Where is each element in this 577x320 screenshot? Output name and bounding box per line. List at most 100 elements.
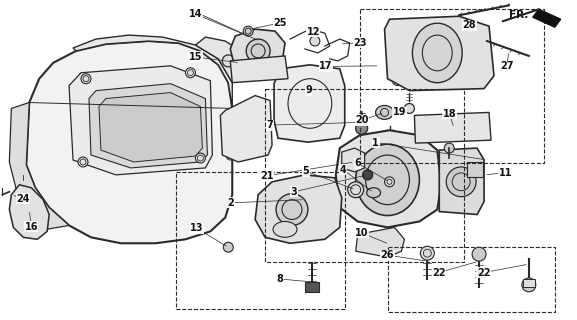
- Circle shape: [224, 111, 233, 119]
- Polygon shape: [230, 29, 285, 75]
- Circle shape: [468, 76, 478, 86]
- Circle shape: [78, 157, 88, 167]
- Circle shape: [278, 123, 288, 133]
- Text: 9: 9: [305, 85, 312, 95]
- Polygon shape: [9, 102, 69, 229]
- Polygon shape: [414, 112, 491, 143]
- Circle shape: [464, 20, 474, 30]
- Text: 23: 23: [354, 38, 367, 48]
- Circle shape: [344, 204, 355, 214]
- Polygon shape: [27, 41, 233, 243]
- Bar: [523, 279, 535, 287]
- Polygon shape: [255, 175, 342, 243]
- Circle shape: [418, 207, 428, 217]
- Circle shape: [13, 197, 19, 203]
- Text: 11: 11: [499, 168, 512, 178]
- Bar: [467, 162, 483, 177]
- Circle shape: [21, 202, 37, 218]
- Text: 19: 19: [392, 108, 406, 117]
- Text: 10: 10: [355, 228, 369, 238]
- Text: 3: 3: [291, 187, 298, 197]
- Polygon shape: [69, 66, 212, 175]
- Text: 1: 1: [372, 138, 379, 148]
- Text: 8: 8: [276, 274, 283, 284]
- Ellipse shape: [413, 23, 462, 83]
- Ellipse shape: [355, 144, 419, 215]
- Ellipse shape: [376, 106, 394, 119]
- Circle shape: [472, 247, 486, 261]
- Circle shape: [392, 24, 402, 34]
- Polygon shape: [89, 84, 207, 168]
- Text: 22: 22: [432, 268, 445, 278]
- Circle shape: [384, 177, 395, 187]
- Text: 25: 25: [273, 18, 287, 28]
- Circle shape: [474, 120, 484, 130]
- Text: 14: 14: [189, 9, 202, 19]
- Polygon shape: [533, 9, 561, 27]
- Circle shape: [310, 36, 320, 46]
- Circle shape: [260, 146, 268, 154]
- Polygon shape: [99, 92, 203, 162]
- Text: 28: 28: [463, 20, 476, 30]
- Circle shape: [522, 278, 536, 292]
- Bar: [265, 89, 464, 262]
- Text: FR.: FR.: [509, 10, 529, 20]
- Polygon shape: [384, 16, 494, 91]
- Text: 22: 22: [477, 268, 490, 278]
- Circle shape: [234, 63, 242, 71]
- Circle shape: [276, 194, 308, 225]
- Text: 4: 4: [340, 164, 346, 174]
- Ellipse shape: [366, 188, 381, 198]
- Circle shape: [223, 242, 233, 252]
- Polygon shape: [9, 185, 49, 239]
- Circle shape: [279, 74, 289, 84]
- Circle shape: [348, 182, 364, 198]
- Polygon shape: [220, 96, 272, 162]
- Polygon shape: [336, 130, 441, 228]
- Circle shape: [362, 170, 373, 180]
- Circle shape: [421, 246, 434, 260]
- Circle shape: [258, 105, 266, 112]
- Polygon shape: [439, 148, 484, 214]
- Circle shape: [246, 39, 270, 63]
- Circle shape: [222, 55, 234, 67]
- Text: 18: 18: [443, 109, 456, 119]
- Polygon shape: [355, 228, 404, 257]
- Text: 5: 5: [302, 166, 309, 176]
- Polygon shape: [73, 35, 233, 108]
- Text: 2: 2: [228, 198, 234, 208]
- Circle shape: [81, 74, 91, 84]
- Circle shape: [417, 143, 426, 153]
- Bar: [388, 247, 554, 312]
- Polygon shape: [274, 65, 344, 142]
- Text: 15: 15: [189, 52, 202, 62]
- Bar: [305, 282, 319, 292]
- Text: 26: 26: [380, 250, 394, 260]
- Circle shape: [13, 212, 19, 218]
- Text: 24: 24: [17, 194, 30, 204]
- Text: 13: 13: [190, 223, 203, 233]
- Circle shape: [226, 152, 234, 160]
- Polygon shape: [230, 56, 288, 83]
- Text: 12: 12: [306, 27, 320, 36]
- Circle shape: [446, 167, 476, 197]
- Text: 17: 17: [319, 61, 332, 71]
- Polygon shape: [342, 148, 365, 172]
- Circle shape: [196, 153, 205, 163]
- Circle shape: [327, 72, 337, 82]
- Circle shape: [329, 125, 339, 135]
- Text: 27: 27: [500, 61, 514, 71]
- Circle shape: [419, 122, 429, 132]
- Bar: [359, 9, 544, 163]
- Circle shape: [404, 103, 414, 113]
- Circle shape: [185, 68, 196, 78]
- Circle shape: [444, 143, 454, 153]
- Text: 16: 16: [24, 222, 38, 232]
- Text: 7: 7: [267, 120, 273, 130]
- Circle shape: [392, 76, 402, 86]
- Text: 6: 6: [354, 158, 361, 168]
- Text: 21: 21: [260, 171, 273, 181]
- Circle shape: [13, 221, 19, 228]
- Circle shape: [355, 122, 368, 134]
- Circle shape: [243, 26, 253, 36]
